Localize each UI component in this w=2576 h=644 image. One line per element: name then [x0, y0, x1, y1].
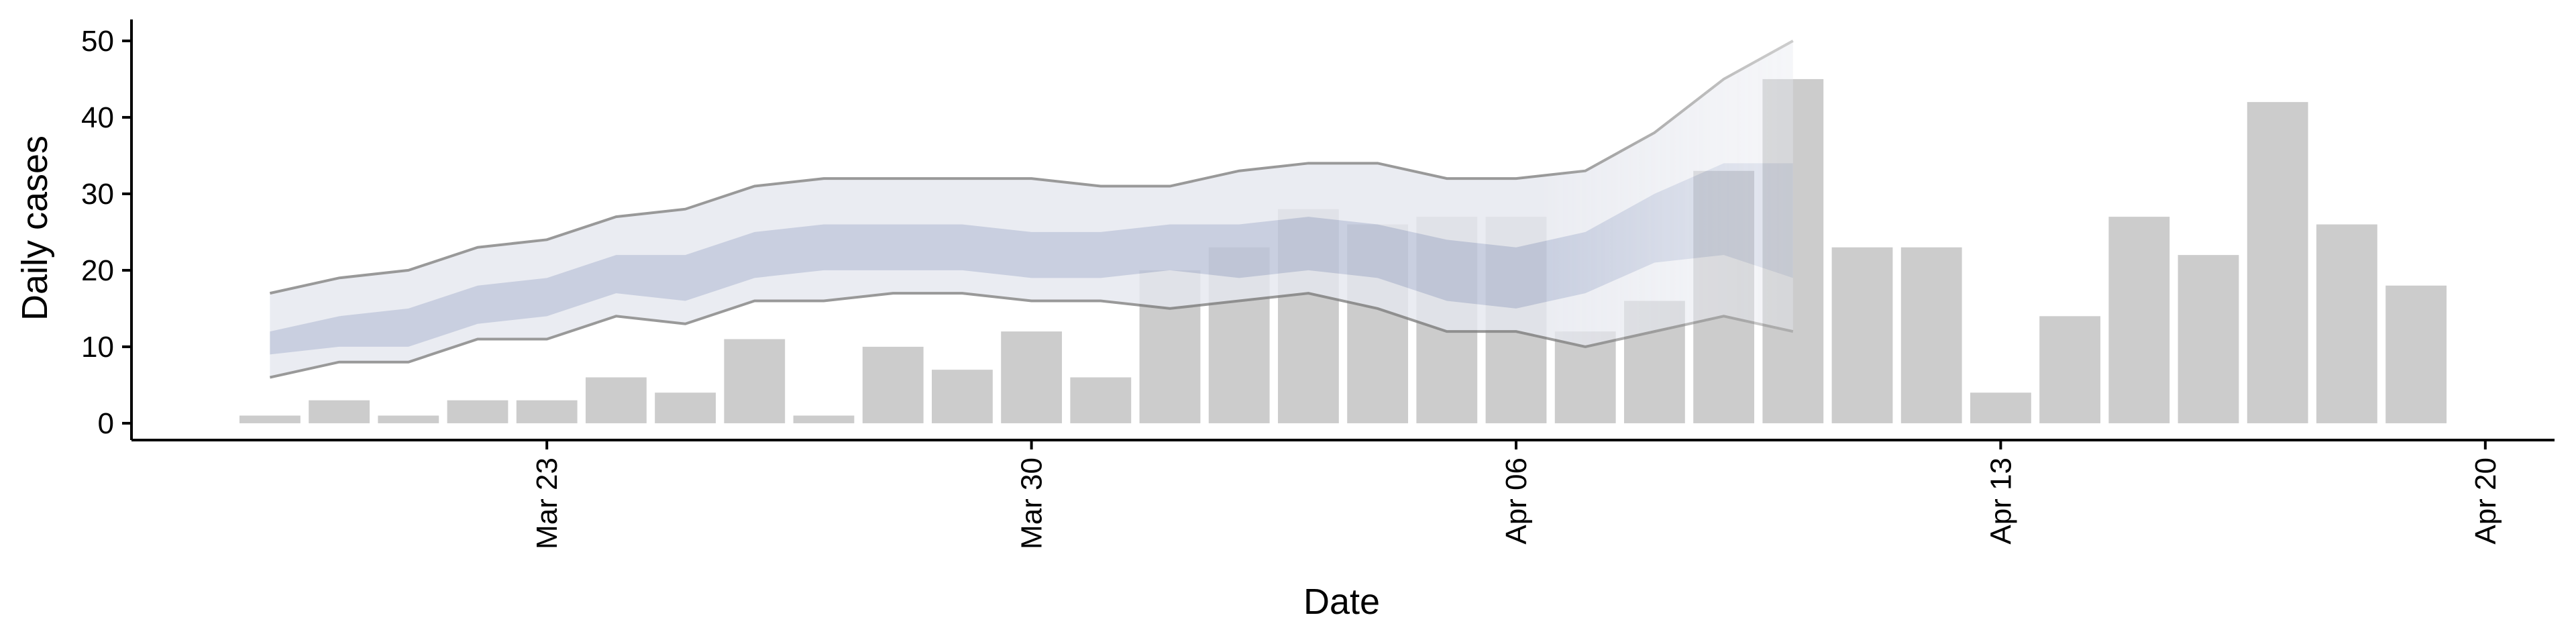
- bar: [1831, 247, 1893, 423]
- band-edge-line: [269, 292, 1794, 379]
- bar: [1001, 331, 1063, 423]
- y-tick-label: 20: [81, 254, 114, 287]
- bar: [793, 415, 855, 423]
- y-tick-label: 30: [81, 178, 114, 211]
- bar: [931, 370, 993, 423]
- band-edge-line: [269, 40, 1794, 295]
- bar: [2178, 255, 2239, 423]
- x-tick-label: Mar 30: [1016, 458, 1049, 549]
- outer-band: [270, 40, 1793, 378]
- bar: [2385, 285, 2447, 423]
- bands: [269, 40, 1794, 379]
- bar: [1900, 247, 1962, 423]
- bar: [862, 346, 924, 423]
- bar: [2108, 217, 2170, 423]
- x-tick-label: Apr 06: [1500, 458, 1533, 545]
- bar: [2039, 316, 2101, 423]
- bar: [585, 377, 647, 423]
- bar: [655, 392, 716, 423]
- y-tick-label: 10: [81, 331, 114, 364]
- x-tick-label: Mar 23: [531, 458, 564, 549]
- bar: [1070, 377, 1132, 423]
- bar: [2247, 102, 2308, 423]
- bar: [1970, 392, 2031, 423]
- bar: [2316, 224, 2377, 423]
- y-tick-label: 50: [81, 25, 114, 58]
- bar: [378, 415, 439, 423]
- y-tick-label: 40: [81, 101, 114, 134]
- x-axis-title: Date: [1303, 582, 1380, 622]
- x-tick-label: Apr 13: [1984, 458, 2017, 545]
- bar: [239, 415, 301, 423]
- y-axis-title: Daily cases: [15, 136, 55, 321]
- x-tick-label: Apr 20: [2469, 458, 2502, 545]
- y-tick-label: 0: [98, 407, 114, 440]
- bar: [724, 339, 786, 423]
- bar: [516, 400, 578, 423]
- bar: [447, 400, 508, 423]
- bar: [309, 400, 370, 423]
- inner-band: [270, 163, 1793, 355]
